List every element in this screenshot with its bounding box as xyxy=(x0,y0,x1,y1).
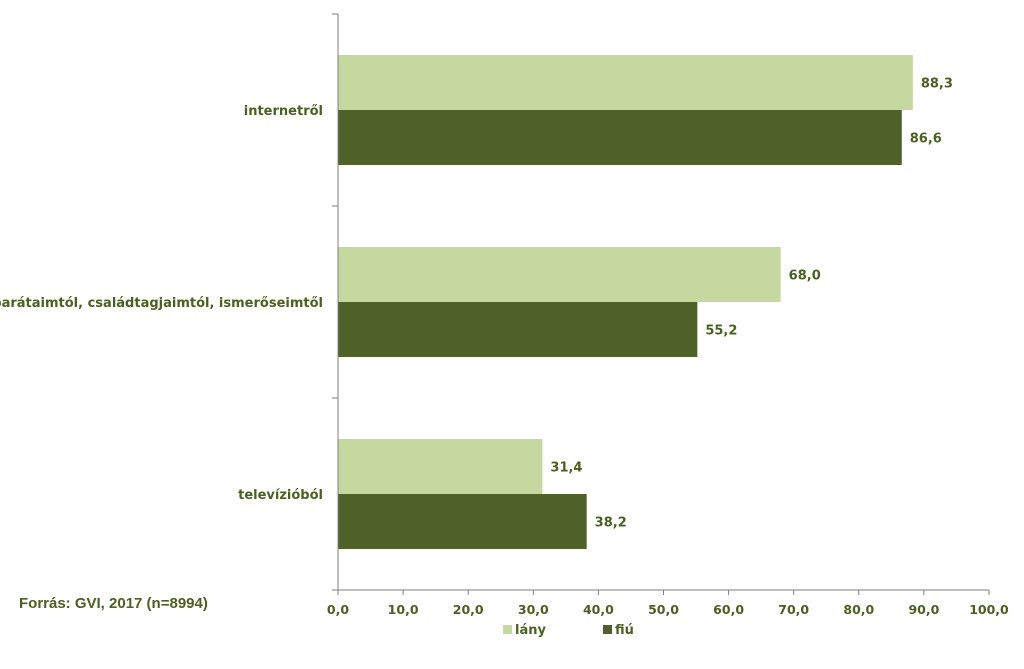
x-tick-label-9: 90,0 xyxy=(908,602,939,617)
legend: lány fiú xyxy=(503,623,634,638)
category-label-1: barátaimtól, családtagjaimtól, ismerősei… xyxy=(0,296,323,311)
x-tick-label-0: 0,0 xyxy=(327,602,349,617)
x-tick-label-3: 30,0 xyxy=(518,602,549,617)
data-label-fiu-2: 38,2 xyxy=(595,516,627,531)
legend-swatch-lany xyxy=(503,625,512,634)
x-tick-label-4: 40,0 xyxy=(583,602,614,617)
legend-label-fiu: fiú xyxy=(615,623,634,638)
labels-group: 88,3 86,6 internetről 68,0 55,2 barátaimtól, … xyxy=(0,77,953,531)
bars-group xyxy=(338,55,913,549)
x-tick-label-5: 50,0 xyxy=(648,602,679,617)
x-tick-label-8: 80,0 xyxy=(843,602,874,617)
category-label-0: internetről xyxy=(244,104,323,119)
data-label-fiu-1: 55,2 xyxy=(705,324,737,339)
legend-swatch-fiu xyxy=(603,625,612,634)
axes-group: 0,0 10,0 20,0 30,0 40,0 50,0 60,0 70,0 80,0 90,0 1… xyxy=(327,13,1009,617)
x-tick-label-6: 60,0 xyxy=(713,602,744,617)
data-label-lany-1: 68,0 xyxy=(789,269,821,284)
bar-fiu-0 xyxy=(338,110,902,165)
data-label-lany-0: 88,3 xyxy=(921,77,953,92)
x-tick-label-2: 20,0 xyxy=(453,602,484,617)
x-tick-label-10: 100,0 xyxy=(969,602,1009,617)
bar-lany-0 xyxy=(338,55,913,110)
legend-label-lany: lány xyxy=(515,623,546,638)
bar-lany-2 xyxy=(338,439,543,494)
category-label-2: televízióból xyxy=(238,488,323,503)
bar-fiu-2 xyxy=(338,494,587,549)
data-label-fiu-0: 86,6 xyxy=(910,132,942,147)
x-tick-label-1: 10,0 xyxy=(388,602,419,617)
source-note: Forrás: GVI, 2017 (n=8994) xyxy=(19,595,208,612)
bar-lany-1 xyxy=(338,247,781,302)
data-label-lany-2: 31,4 xyxy=(550,461,582,476)
x-tick-label-7: 70,0 xyxy=(778,602,809,617)
bar-fiu-1 xyxy=(338,302,698,357)
